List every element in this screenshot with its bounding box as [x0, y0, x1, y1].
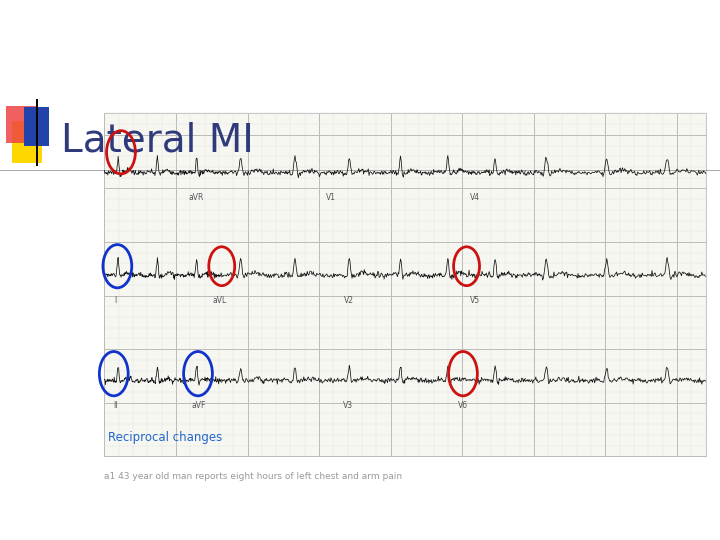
Text: I: I — [114, 296, 117, 305]
Bar — [12, 121, 42, 163]
Text: a1 43 year old man reports eight hours of left chest and arm pain: a1 43 year old man reports eight hours o… — [104, 472, 402, 481]
Text: V1: V1 — [326, 193, 336, 202]
Text: V3: V3 — [343, 401, 354, 410]
Bar — [24, 107, 49, 146]
Text: V2: V2 — [343, 296, 354, 305]
Text: Reciprocal changes: Reciprocal changes — [108, 431, 222, 444]
Text: V6: V6 — [458, 401, 468, 410]
Text: Lateral MI: Lateral MI — [61, 122, 254, 159]
Bar — [6, 106, 36, 143]
Text: V5: V5 — [470, 296, 480, 305]
Text: aVF: aVF — [192, 401, 206, 410]
Text: V4: V4 — [470, 193, 480, 202]
Text: aVL: aVL — [212, 296, 227, 305]
Bar — [104, 113, 706, 456]
Text: aVR: aVR — [188, 193, 204, 202]
Text: II: II — [113, 401, 117, 410]
